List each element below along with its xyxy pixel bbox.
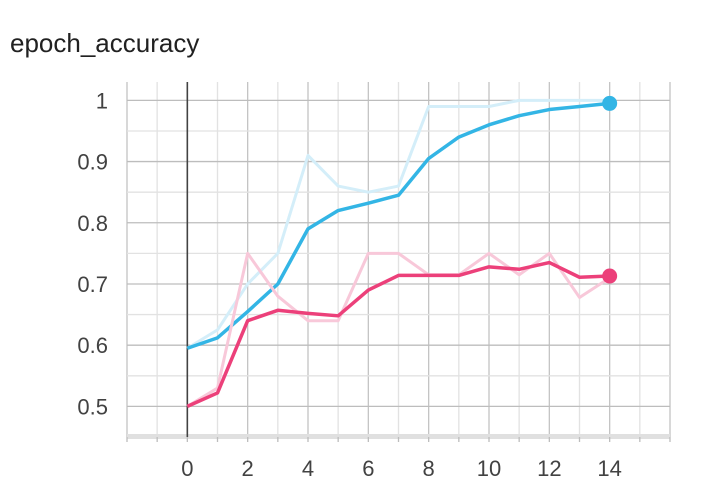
tick-labels: 0 2 4 6 8 10 12 14 0.5 0.6 0.7 0.8 0.9 1 [77, 88, 622, 481]
x-axis-line [127, 434, 670, 439]
x-tick-label: 14 [597, 456, 621, 481]
series-raw-line [186, 98, 610, 350]
y-tick-label: 0.8 [77, 211, 108, 236]
x-tick-label: 0 [181, 456, 193, 481]
x-tick-label: 8 [423, 456, 435, 481]
series-1 [186, 251, 618, 408]
x-tick-label: 12 [537, 456, 561, 481]
axes [126, 82, 671, 442]
series-end-marker[interactable] [602, 268, 618, 284]
x-tick-label: 4 [302, 456, 314, 481]
x-tick-label: 10 [477, 456, 501, 481]
series-smoothed-line [186, 101, 610, 350]
series-raw-line [186, 251, 611, 408]
x-tick-label: 2 [242, 456, 254, 481]
series-layer [186, 95, 618, 408]
x-tick-label: 6 [362, 456, 374, 481]
chart-title: epoch_accuracy [10, 28, 200, 58]
series-0 [186, 95, 618, 350]
y-tick-label: 0.7 [77, 272, 108, 297]
y-tick-label: 0.9 [77, 150, 108, 175]
series-end-marker[interactable] [602, 95, 618, 111]
series-smoothed-line [186, 260, 610, 408]
grid [126, 82, 671, 438]
y-tick-label: 0.5 [77, 394, 108, 419]
y-tick-label: 0.6 [77, 333, 108, 358]
y-tick-label: 1 [96, 88, 108, 113]
